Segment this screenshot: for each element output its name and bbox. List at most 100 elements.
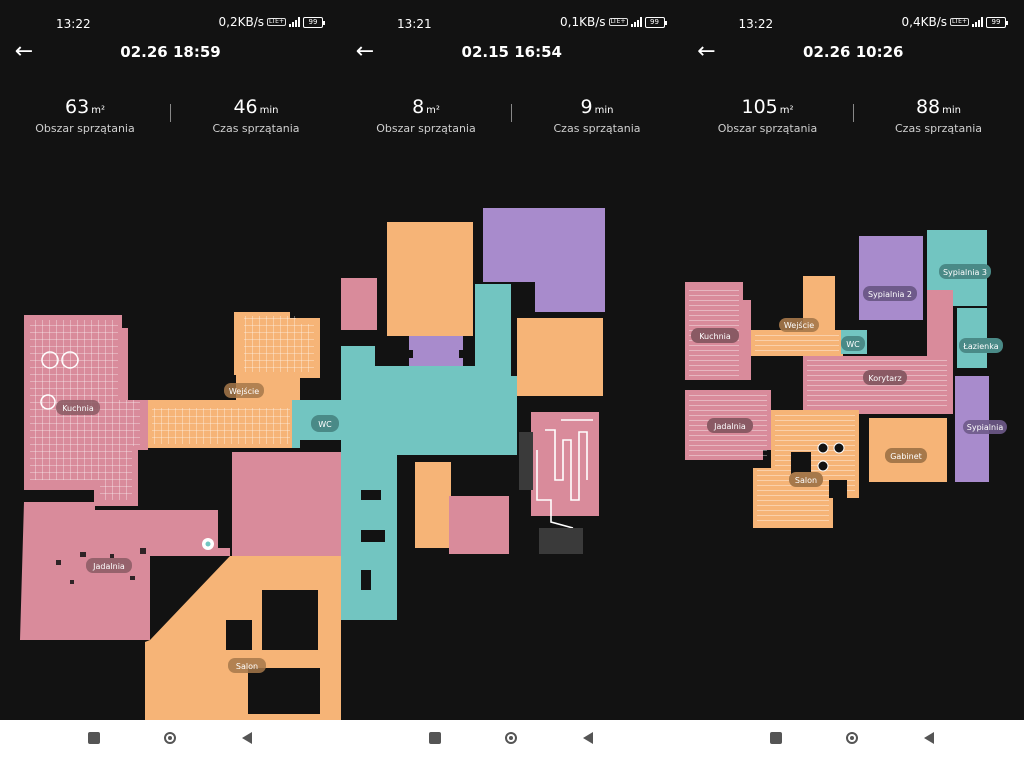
room-sypialnia-2[interactable] [858, 236, 923, 320]
area-label: Obszar sprzątania [376, 122, 476, 135]
duration-unit: min [259, 105, 279, 116]
network-speed: 0,4KB/s [901, 15, 947, 29]
header: ← 02.15 16:54 [341, 40, 683, 66]
duration-value: 9 [580, 96, 593, 118]
room-label-wc[interactable]: WC [840, 336, 865, 351]
header: ← 02.26 18:59 [0, 40, 341, 66]
room-orange-bottom[interactable] [415, 462, 451, 548]
cleaning-stats: 8 m² Obszar sprzątania 9 min Czas sprzątan… [341, 96, 683, 140]
svg-text:Wejście: Wejście [783, 320, 813, 330]
svg-text:Gabinet: Gabinet [890, 452, 922, 461]
duration-value: 88 [915, 96, 941, 118]
room-label-sypialnia[interactable]: Sypialnia [962, 420, 1007, 434]
stats-divider [511, 104, 512, 122]
triangle-icon[interactable] [242, 732, 252, 744]
duration-stat: 88 min Czas sprzątania [854, 96, 1024, 135]
cleaning-map[interactable] [341, 150, 682, 720]
area-unit: m² [426, 105, 440, 116]
room-pink-block[interactable] [232, 452, 341, 556]
nav-group-3 [682, 720, 1023, 759]
square-icon[interactable] [429, 732, 441, 744]
room-label-lazienka[interactable]: Łazienka [958, 338, 1003, 353]
room-label-kuchnia[interactable]: Kuchnia [56, 400, 100, 415]
room-label-sypialnia-2[interactable]: Sypialnia 2 [862, 286, 917, 301]
cleaning-path [536, 419, 593, 529]
room-orange-right[interactable] [517, 318, 603, 396]
status-bar: 13:22 0,4KB/s LTE+ 99 [683, 0, 1024, 42]
screen-2: 13:21 0,1KB/s LTE+ 99 ← 02.15 16:54 8 m² … [341, 0, 683, 720]
screens: 13:22 0,2KB/s LTE+ 99 ← 02.26 18:59 63 m²… [0, 0, 1024, 720]
page-title: 02.15 16:54 [461, 43, 562, 61]
room-label-salon[interactable]: Salon [228, 658, 266, 673]
room-pink-right[interactable] [531, 412, 599, 516]
area-label: Obszar sprzątania [35, 122, 135, 135]
status-time: 13:22 [738, 17, 774, 31]
svg-text:WC: WC [318, 420, 332, 429]
signal-icon [972, 17, 983, 27]
triangle-icon[interactable] [583, 732, 593, 744]
arrow-left-icon[interactable]: ← [697, 39, 716, 64]
svg-text:Salon: Salon [794, 476, 816, 485]
svg-text:WC: WC [846, 340, 860, 349]
square-icon[interactable] [770, 732, 782, 744]
page-title: 02.26 10:26 [803, 43, 904, 61]
circle-icon[interactable] [164, 732, 176, 744]
room-label-jadalnia[interactable]: Jadalnia [86, 558, 132, 573]
nav-group-2 [341, 720, 682, 759]
svg-text:Salon: Salon [236, 662, 258, 671]
status-time: 13:22 [56, 17, 91, 31]
arrow-left-icon[interactable]: ← [14, 39, 34, 64]
network-type: LTE+ [950, 18, 969, 26]
circle-icon[interactable] [846, 732, 858, 744]
room-label-sypialnia-3[interactable]: Sypialnia 3 [938, 264, 991, 279]
room-label-gabinet[interactable]: Gabinet [884, 448, 927, 463]
room-label-wejscie[interactable]: Wejście [224, 383, 264, 398]
network-speed: 0,2KB/s [218, 15, 264, 29]
duration-label: Czas sprzątania [553, 122, 641, 135]
cleaning-map[interactable]: Kuchnia Wejście WC Jadalnia Salon [0, 150, 341, 720]
room-pink-left[interactable] [341, 278, 377, 330]
status-bar: 13:22 0,2KB/s LTE+ 99 [0, 0, 341, 42]
room-label-korytarz[interactable]: Korytarz [862, 370, 907, 385]
svg-text:Sypialnia: Sypialnia [966, 423, 1003, 432]
svg-text:Kuchnia: Kuchnia [699, 332, 731, 341]
square-icon[interactable] [88, 732, 100, 744]
cleaning-map[interactable]: Sypialnia 3 Sypialnia 2 Wejście Kuchnia … [683, 150, 1024, 720]
duration-value: 46 [233, 96, 258, 118]
status-bar: 13:21 0,1KB/s LTE+ 99 [341, 0, 683, 42]
battery-icon: 99 [644, 16, 667, 28]
area-unit: m² [91, 105, 105, 116]
svg-text:Korytarz: Korytarz [868, 374, 901, 383]
duration-unit: min [942, 105, 962, 116]
signal-icon [630, 17, 642, 27]
room-label-wc[interactable]: WC [311, 415, 339, 432]
header: ← 02.26 10:26 [683, 40, 1024, 66]
stats-divider [170, 104, 171, 122]
room-purple-top[interactable] [483, 208, 605, 312]
area-stat: 63 m² Obszar sprzątania [0, 96, 170, 135]
navigation-bar [0, 720, 1024, 759]
triangle-icon[interactable] [924, 732, 934, 744]
area-value: 105 [741, 96, 778, 118]
area-value: 63 [65, 96, 90, 118]
cleaning-path [152, 408, 290, 444]
svg-text:Sypialnia 2: Sypialnia 2 [867, 290, 911, 299]
area-stat: 105 m² Obszar sprzątania [683, 96, 853, 135]
arrow-left-icon[interactable]: ← [355, 39, 375, 64]
circle-icon[interactable] [505, 732, 517, 744]
room-label-kuchnia[interactable]: Kuchnia [690, 328, 739, 343]
room-orange-top[interactable] [387, 222, 473, 336]
room-label-salon[interactable]: Salon [788, 472, 823, 487]
room-pink-bottom[interactable] [449, 496, 509, 554]
svg-text:Jadalnia: Jadalnia [713, 422, 746, 431]
room-label-wejscie[interactable]: Wejście [778, 318, 819, 332]
duration-unit: min [594, 105, 614, 116]
screen-1: 13:22 0,2KB/s LTE+ 99 ← 02.26 18:59 63 m²… [0, 0, 341, 720]
status-time: 13:21 [397, 17, 432, 31]
battery-icon: 99 [986, 16, 1008, 28]
room-label-jadalnia[interactable]: Jadalnia [706, 418, 753, 433]
nav-group-1 [0, 720, 341, 759]
svg-text:Łazienka: Łazienka [962, 342, 998, 351]
area-value: 8 [412, 96, 425, 118]
network-type: LTE+ [608, 18, 628, 26]
